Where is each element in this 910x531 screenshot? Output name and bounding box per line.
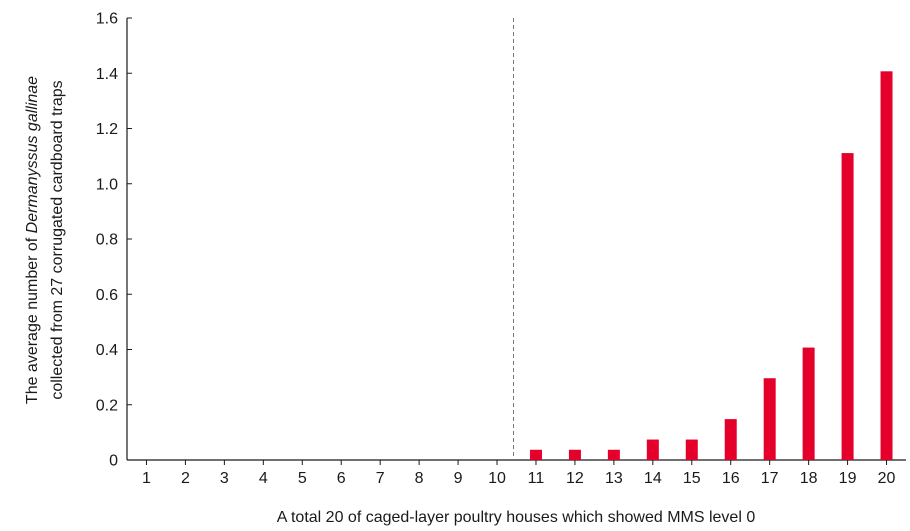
y-axis-title-part: The average number of xyxy=(24,233,41,404)
y-tick-label: 1.2 xyxy=(96,121,118,138)
x-tick-label: 14 xyxy=(644,470,662,487)
x-tick-label: 1 xyxy=(142,470,151,487)
y-tick-label: 0.4 xyxy=(96,342,118,359)
bar xyxy=(880,71,893,460)
bar xyxy=(529,449,542,460)
y-tick-label: 0.2 xyxy=(96,397,118,414)
svg-text:The average number of Dermanys: The average number of Dermanyssus gallin… xyxy=(24,76,41,404)
x-tick-label: 18 xyxy=(800,470,818,487)
y-tick-label: 0.8 xyxy=(96,232,118,249)
bar xyxy=(685,439,698,460)
x-tick-label: 7 xyxy=(376,470,385,487)
bar xyxy=(724,419,737,460)
bar xyxy=(646,439,659,460)
y-axis-title-line2: collected from 27 corrugated cardboard t… xyxy=(49,80,66,399)
bar xyxy=(568,449,581,460)
y-tick-label: 0.6 xyxy=(96,287,118,304)
bar xyxy=(841,153,854,460)
bar xyxy=(802,347,815,460)
bar xyxy=(607,449,620,460)
x-tick-label: 16 xyxy=(722,470,740,487)
y-axis-title-species: Dermanyssus gallinae xyxy=(24,76,41,234)
x-tick-label: 3 xyxy=(220,470,229,487)
y-tick-label: 1.6 xyxy=(96,11,118,28)
x-tick-label: 6 xyxy=(337,470,346,487)
x-axis-title: A total 20 of caged-layer poultry houses… xyxy=(277,509,756,526)
x-tick-label: 9 xyxy=(454,470,463,487)
y-axis-title: The average number of Dermanyssus gallin… xyxy=(24,76,66,404)
y-tick-label: 1.4 xyxy=(96,66,118,83)
x-tick-label: 12 xyxy=(566,470,584,487)
x-tick-label: 19 xyxy=(839,470,857,487)
x-tick-label: 17 xyxy=(761,470,779,487)
x-tick-label: 11 xyxy=(528,470,545,487)
y-tick-label: 1.0 xyxy=(96,176,118,193)
x-tick-label: 2 xyxy=(181,470,190,487)
plot-area: 00.20.40.60.81.01.21.41.61 2 3 4 5 6 7 8 9 10 11 12… xyxy=(96,11,906,487)
x-tick-label: 15 xyxy=(683,470,701,487)
x-tick-label: 10 xyxy=(488,470,506,487)
x-tick-label: 20 xyxy=(878,470,896,487)
x-tick-label: 5 xyxy=(298,470,307,487)
y-tick-label: 0 xyxy=(109,453,118,470)
bar xyxy=(763,378,776,460)
x-tick-label: 4 xyxy=(259,470,268,487)
x-tick-label: 13 xyxy=(605,470,623,487)
x-tick-label: 8 xyxy=(415,470,424,487)
